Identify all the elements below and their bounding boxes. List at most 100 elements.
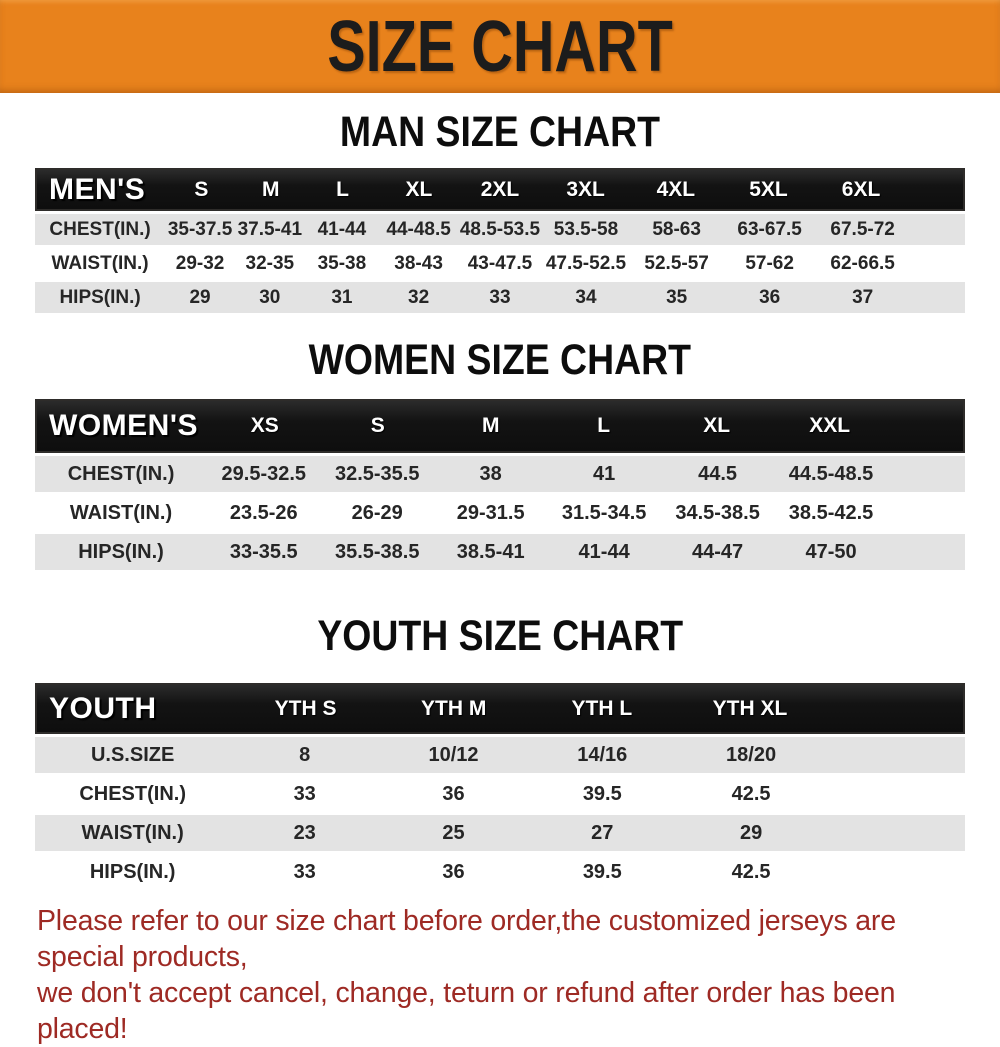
size-value: 41-44 [578,540,630,563]
size-value: 18/20 [726,743,777,766]
size-value: 31.5-34.5 [561,501,647,524]
row-label: CHEST(IN.) [49,218,151,240]
size-value: 39.5 [582,782,622,805]
size-value: 25 [442,821,465,844]
size-value: 34 [575,286,597,308]
size-value: 52.5-57 [644,252,709,274]
size-value: 35-38 [317,252,367,274]
size-value: 32.5-35.5 [334,462,420,485]
size-value: 33-35.5 [229,540,298,563]
women-col-xl: XL [703,414,731,438]
men-col-xl: XL [405,177,433,201]
women-table-header-row: WOMEN'S XS S M L XL XXL [35,399,965,454]
men-col-3xl: 3XL [566,177,605,201]
size-value: 23.5-26 [229,501,298,524]
size-value: 58-63 [652,218,701,240]
men-col-5xl: 5XL [749,177,788,201]
size-value: 62-66.5 [830,252,895,274]
size-value: 36 [442,860,465,883]
women-header-label: WOMEN'S [49,409,198,443]
size-value: 26-29 [351,501,403,524]
size-value: 31 [331,286,353,308]
row-label: CHEST(IN.) [67,462,175,485]
size-value: 44.5 [698,462,738,485]
size-value: 29 [189,286,211,308]
men-chest-row: CHEST(IN.) 35-37.5 37.5-41 41-44 44-48.5… [35,214,965,246]
size-value: 44-48.5 [386,218,451,240]
size-value: 48.5-53.5 [459,218,541,240]
size-value: 42.5 [731,782,771,805]
size-value: 29.5-32.5 [221,462,307,485]
size-value: 35.5-38.5 [334,540,420,563]
youth-col-l: YTH L [571,696,633,720]
size-value: 39.5 [582,860,622,883]
men-col-m: M [262,177,280,201]
size-value: 37 [852,286,874,308]
women-size-chart-heading-text: WOMEN SIZE CHART [308,336,692,385]
men-hips-row: HIPS(IN.) 29 30 31 32 33 34 35 36 37 [35,282,965,314]
men-col-2xl: 2XL [480,177,520,201]
size-value: 63-67.5 [737,218,802,240]
men-waist-row: WAIST(IN.) 29-32 32-35 35-38 38-43 43-47… [35,248,965,280]
men-table-header-row: MEN'S S M L XL 2XL 3XL 4XL 5XL 6XL [35,168,965,212]
size-value: 34.5-38.5 [675,501,760,524]
size-value: 14/16 [577,743,628,766]
youth-chest-row: CHEST(IN.) 33 36 39.5 42.5 [35,776,965,813]
men-col-4xl: 4XL [656,177,696,201]
women-col-s: S [370,414,385,438]
youth-size-table: YOUTH YTH S YTH M YTH L YTH XL U.S.SIZE … [35,683,965,891]
size-value: 44.5-48.5 [788,462,874,485]
size-value: 8 [299,743,311,766]
row-label: U.S.SIZE [90,743,175,766]
size-value: 37.5-41 [237,218,303,240]
size-value: 42.5 [731,860,771,883]
disclaimer-line-2: we don't accept cancel, change, teturn o… [37,977,896,1046]
size-value: 32-35 [245,252,295,274]
size-value: 10/12 [428,743,479,766]
row-label: HIPS(IN.) [59,286,141,308]
women-hips-row: HIPS(IN.) 33-35.5 35.5-38.5 38.5-41 41-4… [35,534,965,571]
size-value: 35 [666,286,688,308]
size-value: 27 [591,821,614,844]
row-label: WAIST(IN.) [81,821,184,844]
youth-col-s: YTH S [274,696,337,720]
men-col-l: L [336,177,349,201]
women-size-chart-heading: WOMEN SIZE CHART [0,336,1000,385]
size-value: 36 [759,286,781,308]
size-value: 67.5-72 [830,218,895,240]
row-label: CHEST(IN.) [79,782,186,805]
women-size-table: WOMEN'S XS S M L XL XXL CHEST(IN.) 29.5-… [35,399,965,571]
disclaimer-line-1: Please refer to our size chart before or… [37,905,896,974]
size-value: 38.5-42.5 [788,501,874,524]
size-value: 23 [293,821,316,844]
size-value: 47.5-52.5 [545,252,627,274]
youth-header-label: YOUTH [49,691,157,725]
size-value: 30 [259,286,281,308]
men-col-6xl: 6XL [841,177,881,201]
size-value: 41 [593,462,616,485]
man-size-chart-heading: MAN SIZE CHART [0,108,1000,156]
size-value: 47-50 [805,540,857,563]
youth-col-xl: YTH XL [712,696,788,720]
order-disclaimer: Please refer to our size chart before or… [37,903,980,1047]
banner-title: SIZE CHART [327,6,673,87]
man-size-chart-heading-text: MAN SIZE CHART [339,108,661,156]
women-col-xs: XS [250,414,279,438]
women-col-m: M [481,414,500,438]
youth-table-header-row: YOUTH YTH S YTH M YTH L YTH XL [35,683,965,735]
men-col-s: S [194,177,209,201]
youth-waist-row: WAIST(IN.) 23 25 27 29 [35,815,965,852]
size-value: 33 [489,286,511,308]
size-value: 38 [479,462,502,485]
size-value: 41-44 [317,218,367,240]
size-value: 33 [293,860,316,883]
size-value: 29-32 [175,252,225,274]
men-size-table: MEN'S S M L XL 2XL 3XL 4XL 5XL 6XL CHEST… [35,168,965,314]
size-value: 32 [408,286,430,308]
size-value: 38-43 [394,252,443,274]
women-chest-row: CHEST(IN.) 29.5-32.5 32.5-35.5 38 41 44.… [35,456,965,493]
youth-col-m: YTH M [421,696,487,720]
size-value: 35-37.5 [167,218,233,240]
women-col-l: L [597,414,611,438]
size-value: 33 [293,782,316,805]
